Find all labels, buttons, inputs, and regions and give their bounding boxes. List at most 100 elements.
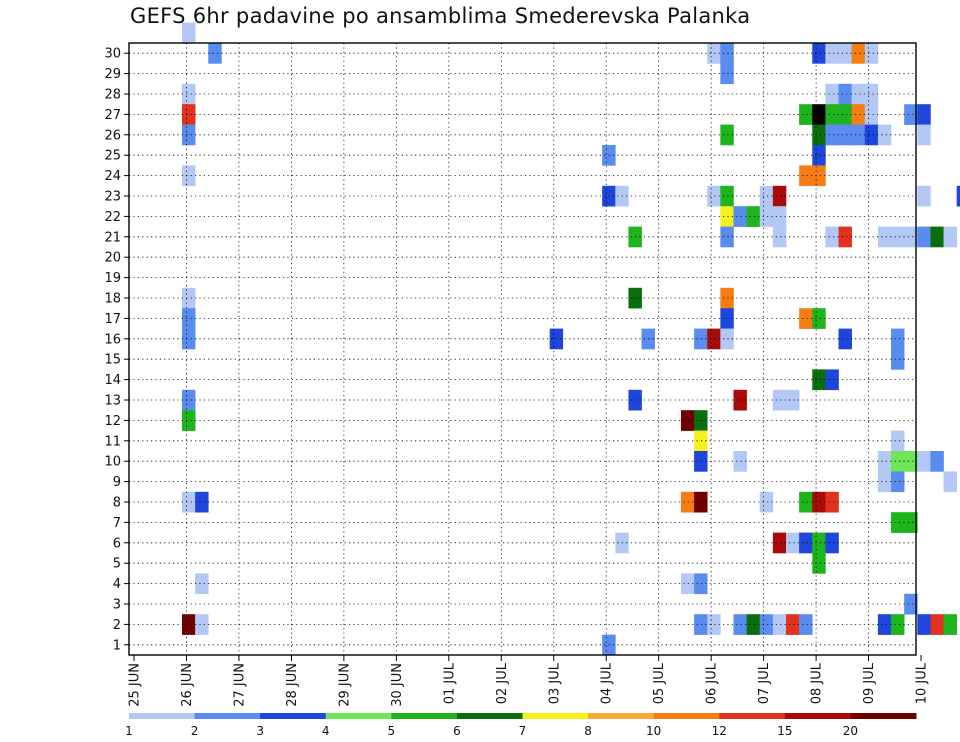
heatmap-cell [891,430,905,452]
heatmap-cell [864,43,879,64]
heatmap-cell [772,226,787,248]
heatmap-cell [746,206,761,227]
heatmap-cell [786,532,800,554]
x-tick-label: 30 JUN [390,663,405,707]
heatmap-cell [917,614,931,635]
y-tick-label: 18 [104,292,121,307]
heatmap-cell [891,226,905,248]
legend-swatch [588,713,655,719]
heatmap-cell [759,614,774,635]
heatmap-cell [733,389,747,411]
y-tick-label: 14 [104,373,121,388]
heatmap-cell [825,43,839,64]
x-tick-label: 05 JUL [652,662,667,704]
heatmap-cell [864,104,879,125]
legend-swatch [719,713,786,719]
x-tick-label: 25 JUN [128,663,143,707]
heatmap-cell [707,185,721,207]
legend-label: 15 [777,724,792,738]
heatmap-cell [772,532,787,554]
heatmap-cell [720,226,734,248]
heatmap-cell [720,63,734,85]
heatmap-cell [917,226,931,248]
y-tick-label: 6 [113,536,121,551]
heatmap-cell [680,410,695,431]
y-tick-label: 20 [104,251,121,266]
legend-swatch [456,713,523,719]
y-tick-label: 1 [113,638,121,653]
color-legend: 1 2 3 4 5 6 7 8 10 12 15 20 [125,713,917,738]
heatmap-cells [182,22,960,656]
heatmap-cell [930,614,944,635]
y-tick-label: 24 [104,169,121,184]
y-tick-label: 30 [104,47,121,62]
legend-label: 3 [256,724,264,738]
y-tick-label: 2 [113,618,121,633]
heatmap-cell [904,226,918,248]
y-tick-label: 13 [104,394,121,409]
y-tick-label: 27 [104,108,121,123]
legend-label: 6 [453,724,461,738]
heatmap-cell [838,328,852,350]
heatmap-cell [851,83,866,105]
y-axis: 1234567891011121314151617181920212223242… [104,47,129,653]
y-tick-label: 23 [104,190,121,205]
heatmap-cell [694,614,708,635]
heatmap-cell [851,124,866,146]
heatmap-cell [182,491,196,513]
y-tick-label: 5 [113,557,121,572]
heatmap-cell [680,573,695,595]
y-tick-label: 19 [104,271,121,286]
heatmap-cell [759,206,774,227]
heatmap-cell [720,124,734,146]
heatmap-cell [825,226,839,248]
legend-label: 20 [843,724,858,738]
heatmap-cell [694,491,708,513]
heatmap-cell [720,206,734,227]
heatmap-cell [182,165,196,187]
heatmap-cell [786,614,800,635]
legend-swatch [325,713,392,719]
heatmap-cell [759,491,774,513]
heatmap-cell [772,389,787,411]
heatmap-cell [182,287,196,309]
heatmap-cell [943,471,957,493]
heatmap-cell [707,614,721,635]
heatmap-cell [812,104,826,125]
heatmap-cell [825,124,839,146]
heatmap-cell [733,614,747,635]
heatmap-cell [851,43,866,64]
heatmap-cell [799,308,813,329]
heatmap-cell [707,328,721,350]
heatmap-cell [904,451,918,472]
heatmap-cell [812,491,826,513]
legend-swatch [850,713,917,719]
legend-swatch [129,713,196,719]
heatmap-cell [812,165,826,187]
heatmap-cell [772,614,787,635]
heatmap-cell [182,104,196,125]
y-tick-label: 22 [104,210,121,225]
heatmap-cell [812,43,826,64]
legend-label: 2 [191,724,199,738]
heatmap-cell [825,532,839,554]
x-tick-label: 02 JUL [495,662,510,704]
heatmap-cell [917,451,931,472]
x-tick-label: 06 JUL [705,662,720,704]
x-tick-label: 29 JUN [337,663,352,707]
heatmap-cell [877,124,892,146]
grid-lines [129,43,916,655]
heatmap-cell [812,124,826,146]
heatmap-cell [891,471,905,493]
y-tick-label: 28 [104,88,121,103]
heatmap-cell [943,614,957,635]
heatmap-cell [877,471,892,493]
legend-label: 5 [388,724,396,738]
plot-frame [128,42,917,656]
heatmap-cell [943,226,957,248]
heatmap-cell [759,185,774,207]
x-tick-label: 07 JUL [757,662,772,704]
heatmap-cell [864,124,879,146]
heatmap-cell [799,532,813,554]
heatmap-cell [772,185,787,207]
